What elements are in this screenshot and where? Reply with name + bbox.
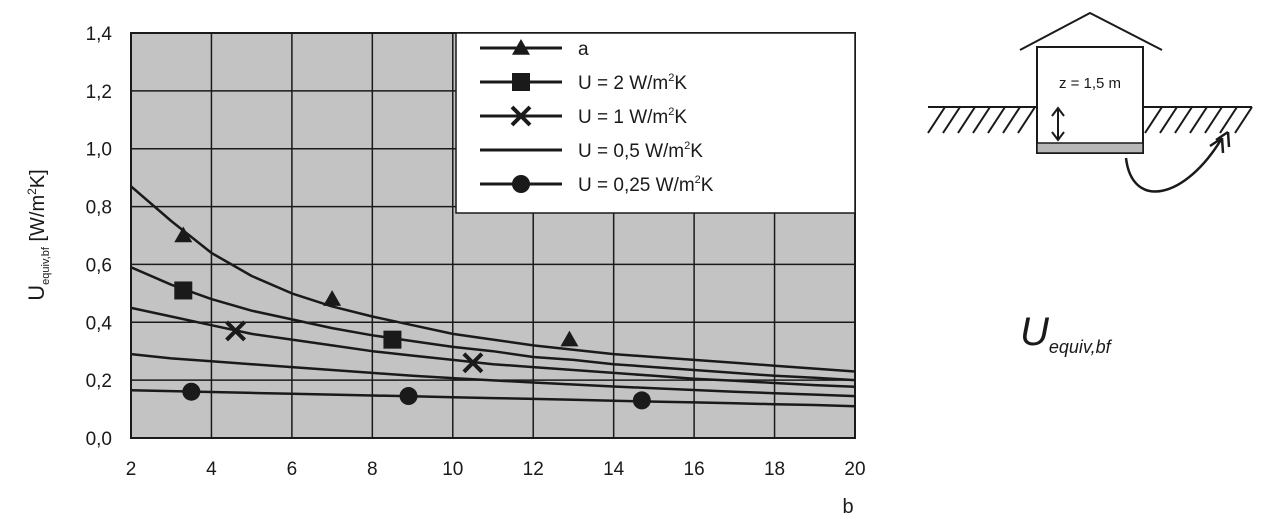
y-tick-label: 0,6 <box>86 255 112 276</box>
data-point-circle <box>182 382 201 401</box>
building-diagram: z = 1,5 m Uequiv,bf <box>927 11 1253 357</box>
series-line-1 <box>131 185 855 373</box>
legend-marker-circle <box>512 175 530 193</box>
legend: a U = 2 W/m2K U = 1 W/m2K U = 0,5 W/m2K U = … <box>455 32 856 214</box>
u-equiv-main: U <box>1020 310 1050 354</box>
legend-label: a <box>578 39 589 60</box>
legend-item: U = 1 W/m2K <box>480 105 687 128</box>
depth-arrow <box>1051 106 1065 142</box>
roof <box>1019 11 1163 51</box>
y-axis-label-unit: [W/m <box>27 195 49 247</box>
data-point-cross <box>462 352 484 374</box>
series-line-3 <box>131 306 855 389</box>
y-tick-label: 0,2 <box>86 371 112 392</box>
y-tick-label: 0,8 <box>86 198 112 219</box>
data-point-circle <box>632 391 651 410</box>
legend-items: a U = 2 W/m2K U = 1 W/m2K U = 0,5 W/m2K U = … <box>480 39 714 196</box>
y-axis-label-unit-end: K] <box>27 169 49 188</box>
series-markers <box>174 226 651 410</box>
x-tick-label: 10 <box>442 459 463 480</box>
y-tick-label: 1,2 <box>86 82 112 103</box>
y-axis-ticks: 0,0 0,2 0,4 0,6 0,8 1,0 1,2 1,4 <box>86 24 113 450</box>
x-tick-label: 20 <box>844 459 865 480</box>
y-axis-label: Uequiv,bf [W/m2K] <box>24 169 52 300</box>
data-point-circle <box>399 387 418 406</box>
chart: 2 4 6 8 10 12 14 16 18 20 0,0 0,2 0,4 0,6 0,8 1,0 1,2 1,… <box>24 24 866 518</box>
u-equiv-subscript: equiv,bf <box>1049 337 1113 357</box>
data-point-triangle <box>174 226 193 243</box>
legend-item: U = 2 W/m2K <box>480 72 687 94</box>
heat-flow-arrow <box>1124 130 1231 193</box>
legend-label: U = 0,5 W/m2K <box>578 140 703 162</box>
x-tick-label: 8 <box>367 459 378 480</box>
series-line-4 <box>131 352 855 398</box>
y-axis-label-symbol: U <box>24 285 49 301</box>
x-tick-label: 4 <box>206 459 217 480</box>
x-tick-label: 18 <box>764 459 785 480</box>
legend-label: U = 2 W/m2K <box>578 72 687 94</box>
data-point-triangle <box>560 330 579 347</box>
series-line-5 <box>131 389 855 408</box>
data-point-square <box>383 330 402 349</box>
data-point-square <box>174 281 193 300</box>
depth-label: z = 1,5 m <box>1059 75 1121 92</box>
legend-marker-cross <box>510 105 532 127</box>
x-axis-label: b <box>842 496 853 518</box>
y-tick-label: 0,0 <box>86 429 112 450</box>
x-tick-label: 2 <box>126 459 137 480</box>
building-walls <box>1036 46 1144 154</box>
legend-label: U = 0,25 W/m2K <box>578 174 714 196</box>
legend-marker-square <box>512 73 530 91</box>
floor-slab <box>1036 142 1144 154</box>
x-tick-label: 16 <box>684 459 705 480</box>
ground-hatching <box>927 106 1253 134</box>
x-tick-label: 14 <box>603 459 625 480</box>
legend-item: U = 0,5 W/m2K <box>480 140 703 162</box>
legend-item: U = 0,25 W/m2K <box>480 174 714 196</box>
series-lines <box>131 185 855 408</box>
legend-item: a <box>480 39 589 60</box>
x-tick-label: 6 <box>287 459 298 480</box>
y-tick-label: 1,4 <box>86 24 113 45</box>
legend-marker-triangle <box>512 39 530 55</box>
data-point-cross <box>225 320 246 342</box>
y-tick-label: 0,4 <box>86 313 113 334</box>
y-axis-label-subscript: equiv,bf <box>40 246 52 285</box>
y-tick-label: 1,0 <box>86 140 112 161</box>
u-equiv-symbol: Uequiv,bf <box>1020 310 1113 357</box>
data-point-triangle <box>323 290 342 306</box>
legend-label: U = 1 W/m2K <box>578 106 687 128</box>
y-axis-label-unit-sup: 2 <box>25 188 39 195</box>
x-tick-label: 12 <box>523 459 544 480</box>
x-axis-ticks: 2 4 6 8 10 12 14 16 18 20 <box>126 459 866 480</box>
series-line-2 <box>131 266 855 382</box>
